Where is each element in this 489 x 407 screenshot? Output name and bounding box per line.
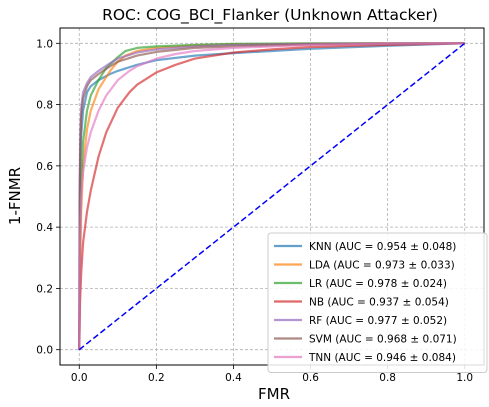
roc-curve-svm	[78, 42, 465, 350]
legend-label-svm: SVM (AUC = 0.968 ± 0.071)	[309, 334, 457, 346]
legend: KNN (AUC = 0.954 ± 0.048) LDA (AUC = 0.97…	[267, 232, 488, 373]
legend-box	[267, 232, 488, 373]
x-tick-label: 0.0	[71, 372, 88, 384]
x-axis-label: FMR	[258, 385, 290, 403]
y-tick-label: 0.8	[36, 100, 53, 112]
y-axis-ticks: 0.0 0.2 0.4 0.6 0.8 1.0	[36, 38, 60, 357]
x-tick-label: 0.6	[302, 372, 319, 384]
chart-title: ROC: COG_BCI_Flanker (Unknown Attacker)	[102, 6, 438, 25]
x-axis-ticks: 0.0 0.2 0.4 0.6 0.8 1.0	[71, 365, 473, 384]
y-tick-label: 0.2	[36, 283, 53, 295]
x-tick-label: 0.2	[148, 372, 165, 384]
y-tick-label: 1.0	[36, 38, 53, 50]
x-tick-label: 1.0	[456, 372, 473, 384]
roc-curve-nb	[78, 42, 465, 350]
legend-label-lda: LDA (AUC = 0.973 ± 0.033)	[309, 260, 455, 272]
y-axis-label: 1-FNMR	[6, 167, 24, 225]
x-tick-label: 0.4	[225, 372, 242, 384]
legend-label-lr: LR (AUC = 0.978 ± 0.024)	[309, 278, 447, 290]
legend-label-rf: RF (AUC = 0.977 ± 0.052)	[309, 315, 447, 327]
legend-label-tnn: TNN (AUC = 0.946 ± 0.084)	[308, 352, 456, 364]
y-tick-label: 0.6	[36, 161, 53, 173]
y-tick-label: 0.0	[36, 345, 53, 357]
x-tick-label: 0.8	[379, 372, 396, 384]
roc-curve-tnn	[78, 42, 465, 350]
roc-curves	[78, 42, 466, 351]
legend-label-knn: KNN (AUC = 0.954 ± 0.048)	[309, 241, 456, 253]
y-tick-label: 0.4	[36, 222, 53, 234]
legend-label-nb: NB (AUC = 0.937 ± 0.054)	[309, 297, 449, 309]
chance-diagonal-line	[78, 42, 466, 351]
